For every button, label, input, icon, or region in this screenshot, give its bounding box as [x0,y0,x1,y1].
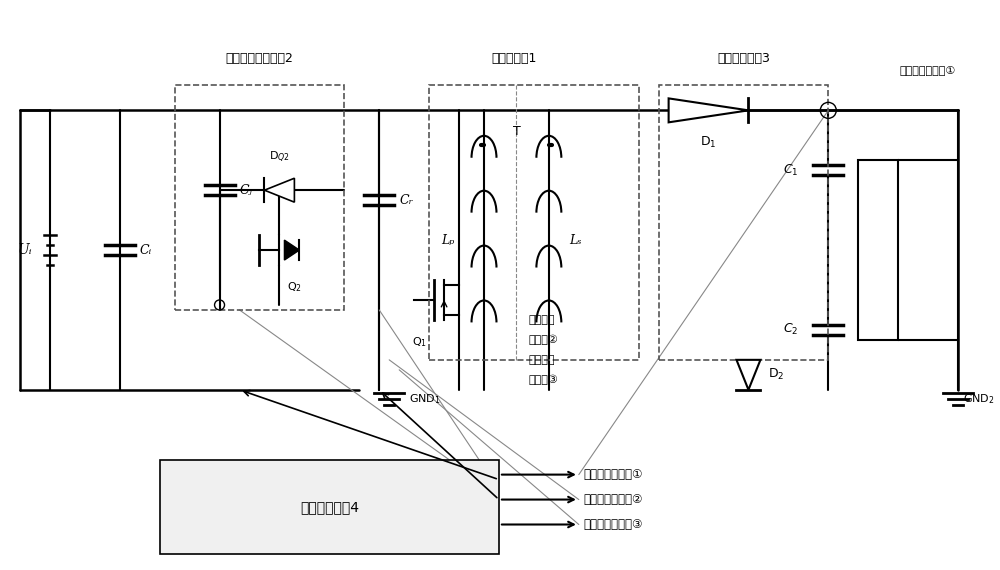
Text: Cⱼ: Cⱼ [240,184,252,197]
Text: C$_1$: C$_1$ [783,162,798,178]
FancyBboxPatch shape [160,459,499,555]
Text: Uᵢ: Uᵢ [18,243,32,257]
Text: 第二电压: 第二电压 [529,315,555,325]
Text: 高频变压器1: 高频变压器1 [491,52,537,66]
Polygon shape [284,240,299,260]
Polygon shape [264,178,294,202]
Text: Lₛ: Lₛ [569,234,581,247]
Text: D$_{Q2}$: D$_{Q2}$ [269,150,290,165]
Text: Cᵣ: Cᵣ [399,194,413,207]
Text: 高频倍压电路3: 高频倍压电路3 [717,52,770,66]
Text: Q$_2$: Q$_2$ [287,280,302,294]
Text: D$_1$: D$_1$ [700,135,717,150]
Text: 检测点③: 检测点③ [529,374,559,385]
Text: GND$_1$: GND$_1$ [409,392,441,406]
Text: Z: Z [873,243,883,257]
Text: GND$_2$: GND$_2$ [963,392,995,406]
Text: 检测点②: 检测点② [529,335,559,345]
Text: 第一电压检测点①: 第一电压检测点① [584,468,643,481]
Text: C$_2$: C$_2$ [783,323,798,337]
Text: T: T [513,125,520,139]
Polygon shape [736,360,760,390]
Polygon shape [669,99,748,123]
Text: D$_2$: D$_2$ [768,367,785,382]
Text: 第二电压检测点②: 第二电压检测点② [584,493,643,506]
Text: Q$_1$: Q$_1$ [412,335,427,349]
Text: 第三电压: 第三电压 [529,355,555,365]
Text: 第一电压检测点①: 第一电压检测点① [900,66,956,75]
Text: 第三电压检测点③: 第三电压检测点③ [584,518,643,531]
Text: 控制驱动电路4: 控制驱动电路4 [300,500,359,514]
Text: 上拉有源钳位支路2: 上拉有源钳位支路2 [226,52,293,66]
Text: Lₚ: Lₚ [441,234,454,247]
FancyBboxPatch shape [858,160,898,340]
Text: Cᵢ: Cᵢ [140,243,152,256]
